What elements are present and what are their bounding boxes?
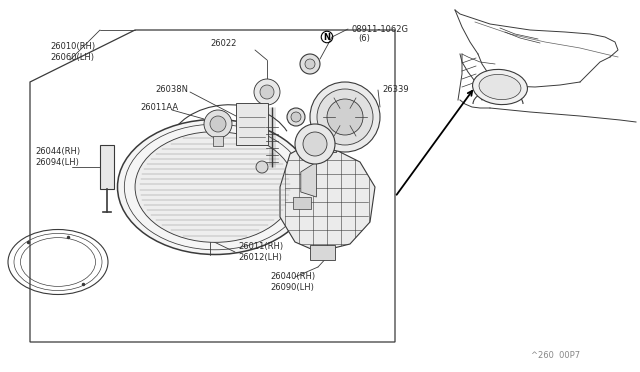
Circle shape	[204, 110, 232, 138]
Circle shape	[287, 108, 305, 126]
Ellipse shape	[472, 70, 527, 105]
Text: 26022: 26022	[210, 39, 236, 48]
Text: 26038N: 26038N	[155, 86, 188, 94]
Bar	[310, 245, 335, 260]
Text: 26010(RH)
26060(LH): 26010(RH) 26060(LH)	[50, 42, 95, 62]
Text: (6): (6)	[358, 35, 370, 44]
Circle shape	[303, 132, 327, 156]
Bar	[318, 140, 336, 152]
Bar	[293, 197, 311, 209]
Circle shape	[327, 99, 363, 135]
Text: 26011(RH)
26012(LH): 26011(RH) 26012(LH)	[238, 242, 283, 262]
Circle shape	[260, 85, 274, 99]
Circle shape	[317, 89, 373, 145]
Circle shape	[254, 79, 280, 105]
Circle shape	[305, 59, 315, 69]
Circle shape	[310, 82, 380, 152]
Circle shape	[210, 116, 226, 132]
Ellipse shape	[135, 132, 295, 242]
Bar	[213, 136, 223, 146]
Text: 26339: 26339	[382, 86, 408, 94]
Bar	[236, 103, 268, 145]
Text: 26040(RH)
26090(LH): 26040(RH) 26090(LH)	[270, 272, 315, 292]
Text: 08911-1062G: 08911-1062G	[352, 25, 409, 33]
Ellipse shape	[479, 74, 521, 100]
Text: 26044(RH)
26094(LH): 26044(RH) 26094(LH)	[35, 147, 80, 167]
Polygon shape	[301, 162, 316, 197]
Bar	[100, 145, 114, 189]
Circle shape	[256, 161, 268, 173]
Polygon shape	[280, 144, 375, 252]
Text: 26011AA: 26011AA	[140, 103, 178, 112]
Text: 26011A: 26011A	[333, 115, 365, 125]
Circle shape	[300, 54, 320, 74]
Circle shape	[295, 124, 335, 164]
Text: N: N	[323, 32, 330, 42]
Text: ^260  00P7: ^260 00P7	[531, 351, 580, 360]
Ellipse shape	[118, 119, 312, 254]
Circle shape	[291, 112, 301, 122]
